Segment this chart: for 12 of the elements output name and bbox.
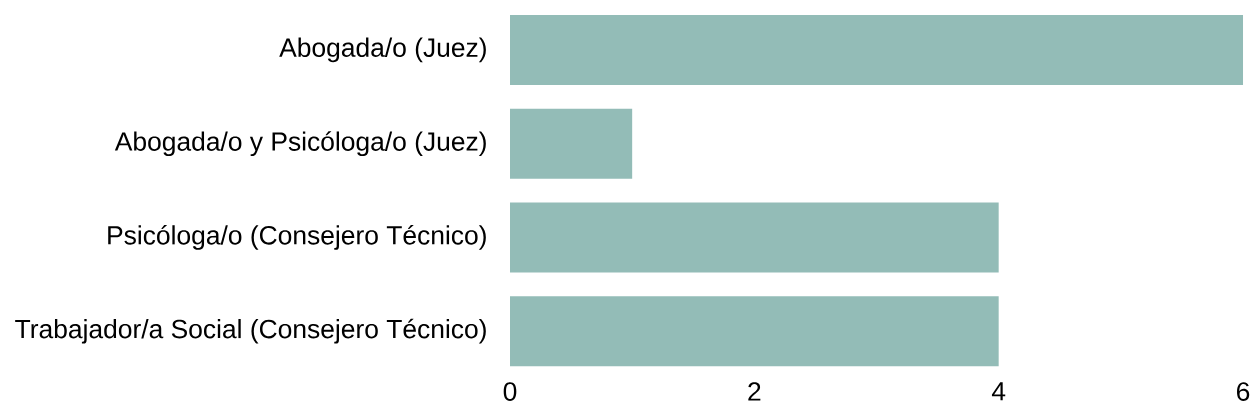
x-tick-label: 2 xyxy=(748,382,761,401)
bar xyxy=(510,296,999,367)
y-tick-label: Psicóloga/o (Consejero Técnico) xyxy=(108,224,486,250)
y-tick-label: Trabajador/a Social (Consejero Técnico) xyxy=(15,318,486,344)
x-tick-label: 0 xyxy=(503,382,517,401)
y-tick-label: Abogada/o y Psicóloga/o (Juez) xyxy=(114,131,486,157)
y-tick-label: Abogada/o (Juez) xyxy=(279,37,486,63)
bar xyxy=(510,14,1244,85)
x-tick-label: 4 xyxy=(991,382,1006,401)
x-tick-label: 6 xyxy=(1237,382,1250,401)
bar xyxy=(510,202,999,273)
bar xyxy=(510,108,633,179)
